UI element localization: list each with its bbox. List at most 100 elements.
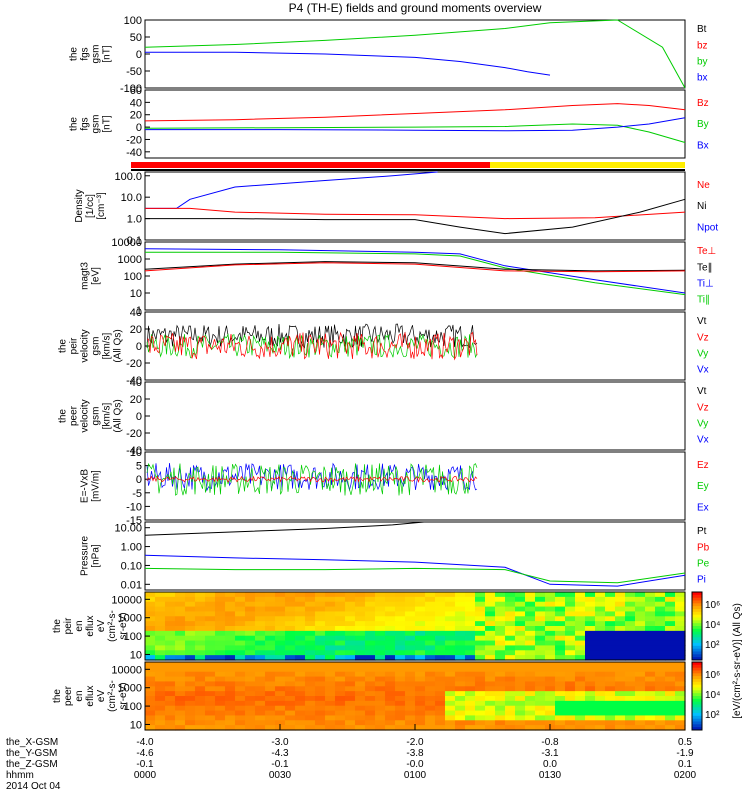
heatmap-cell (215, 592, 226, 598)
heatmap-cell (225, 705, 236, 712)
heatmap-cell (205, 681, 216, 687)
heatmap-cell (475, 676, 486, 683)
heatmap-cell (255, 725, 266, 731)
heatmap-cell (305, 666, 316, 673)
heatmap-cell (445, 681, 456, 687)
heatmap-cell (595, 666, 606, 673)
legend-entry: Vz (697, 332, 709, 343)
heatmap-cell (205, 621, 216, 627)
heatmap-cell (515, 696, 526, 702)
heatmap-cell (555, 700, 566, 707)
ylabel-line: eV (96, 690, 107, 703)
heatmap-cell (255, 681, 266, 687)
heatmap-cell (495, 611, 506, 617)
colorbar-cell (692, 715, 702, 720)
heatmap-cell (435, 700, 446, 707)
ylabel-line: the (52, 689, 63, 703)
colorbar-frame (691, 661, 703, 731)
heatmap-cell (415, 626, 426, 632)
heatmap-cell (515, 655, 526, 661)
colorbar-cell (692, 710, 702, 714)
noise-series (146, 462, 478, 492)
heatmap-cell (345, 705, 356, 712)
colorbar-cell (692, 654, 702, 658)
heatmap-cell (305, 611, 316, 617)
heatmap-cell (455, 686, 466, 692)
colorbar-cell (692, 640, 702, 644)
heatmap-cell (555, 662, 566, 668)
heatmap-cell (335, 710, 346, 717)
ylabel-line: [cm⁻³] (96, 192, 107, 220)
heatmap-cell (585, 635, 596, 642)
heatmap-cell (235, 601, 246, 608)
heatmap-cell (335, 601, 346, 608)
heatmap-cell (195, 606, 206, 613)
heatmap-cell (595, 720, 606, 726)
heatmap-cell (245, 616, 256, 622)
heatmap-cell (565, 691, 576, 697)
heatmap-cell (245, 645, 256, 651)
heatmap-cell (395, 705, 406, 712)
heatmap-cell (475, 662, 486, 668)
heatmap-cell (235, 710, 246, 717)
heatmap-cell (245, 720, 256, 726)
ylabel-line: fgs (80, 47, 91, 60)
heatmap-cell (145, 671, 156, 678)
heatmap-cell (485, 635, 496, 642)
heatmap-cell (345, 681, 356, 687)
heatmap-cell (505, 715, 516, 721)
heatmap-cell (395, 626, 406, 632)
heatmap-cell (535, 621, 546, 627)
heatmap-cell (215, 606, 226, 613)
heatmap-cell (465, 715, 476, 721)
heatmap-cell (595, 681, 606, 687)
heatmap-cell (205, 640, 216, 647)
heatmap-cell (605, 700, 616, 707)
heatmap-cell (425, 616, 436, 622)
heatmap-cell (325, 681, 336, 687)
heatmap-cell (655, 720, 666, 726)
heatmap-cell (545, 696, 556, 702)
heatmap-cell (645, 662, 656, 668)
heatmap-cell (265, 662, 276, 668)
ylabel-line: [eV] (91, 267, 102, 285)
heatmap-cell (535, 666, 546, 673)
heatmap-cell (165, 662, 176, 668)
ylabel-line: Pressure (80, 536, 91, 576)
colorbar-cell (692, 597, 702, 601)
heatmap-cell (365, 725, 376, 731)
heatmap-cell (475, 700, 486, 707)
colorbar-cell (692, 645, 702, 650)
heatmap-cell (265, 700, 276, 707)
heatmap-cell (405, 691, 416, 697)
heatmap-cell (225, 662, 236, 668)
heatmap-cell (355, 592, 366, 598)
heatmap-cell (665, 621, 676, 627)
heatmap-cell (665, 601, 676, 608)
heatmap-cell (225, 700, 236, 707)
heatmap-cell (665, 640, 676, 647)
heatmap-cell (165, 700, 176, 707)
heatmap-cell (245, 650, 256, 656)
heatmap-cell (525, 671, 536, 678)
heatmap-cell (435, 606, 446, 613)
heatmap-cell (185, 710, 196, 717)
heatmap-cell (295, 715, 306, 721)
heatmap-cell (625, 705, 636, 712)
heatmap-cell (265, 635, 276, 642)
heatmap-cell (275, 601, 286, 608)
heatmap-cell (665, 611, 676, 617)
heatmap-cell (555, 650, 566, 656)
heatmap-cell (215, 596, 226, 603)
panel-p10: 10000100010010thepeerenefluxeV(cm²-s-sr-… (52, 661, 686, 731)
heatmap-cell (505, 616, 516, 622)
heatmap-cell (165, 666, 176, 673)
heatmap-cell (335, 611, 346, 617)
heatmap-cell (195, 601, 206, 608)
heatmap-cell (245, 626, 256, 632)
panel-ylabel: thefgsgsm[nT] (69, 45, 113, 64)
heatmap-cell (495, 640, 506, 647)
heatmap-cell (145, 700, 156, 707)
heatmap-cell (425, 725, 436, 731)
heatmap-cell (505, 650, 516, 656)
